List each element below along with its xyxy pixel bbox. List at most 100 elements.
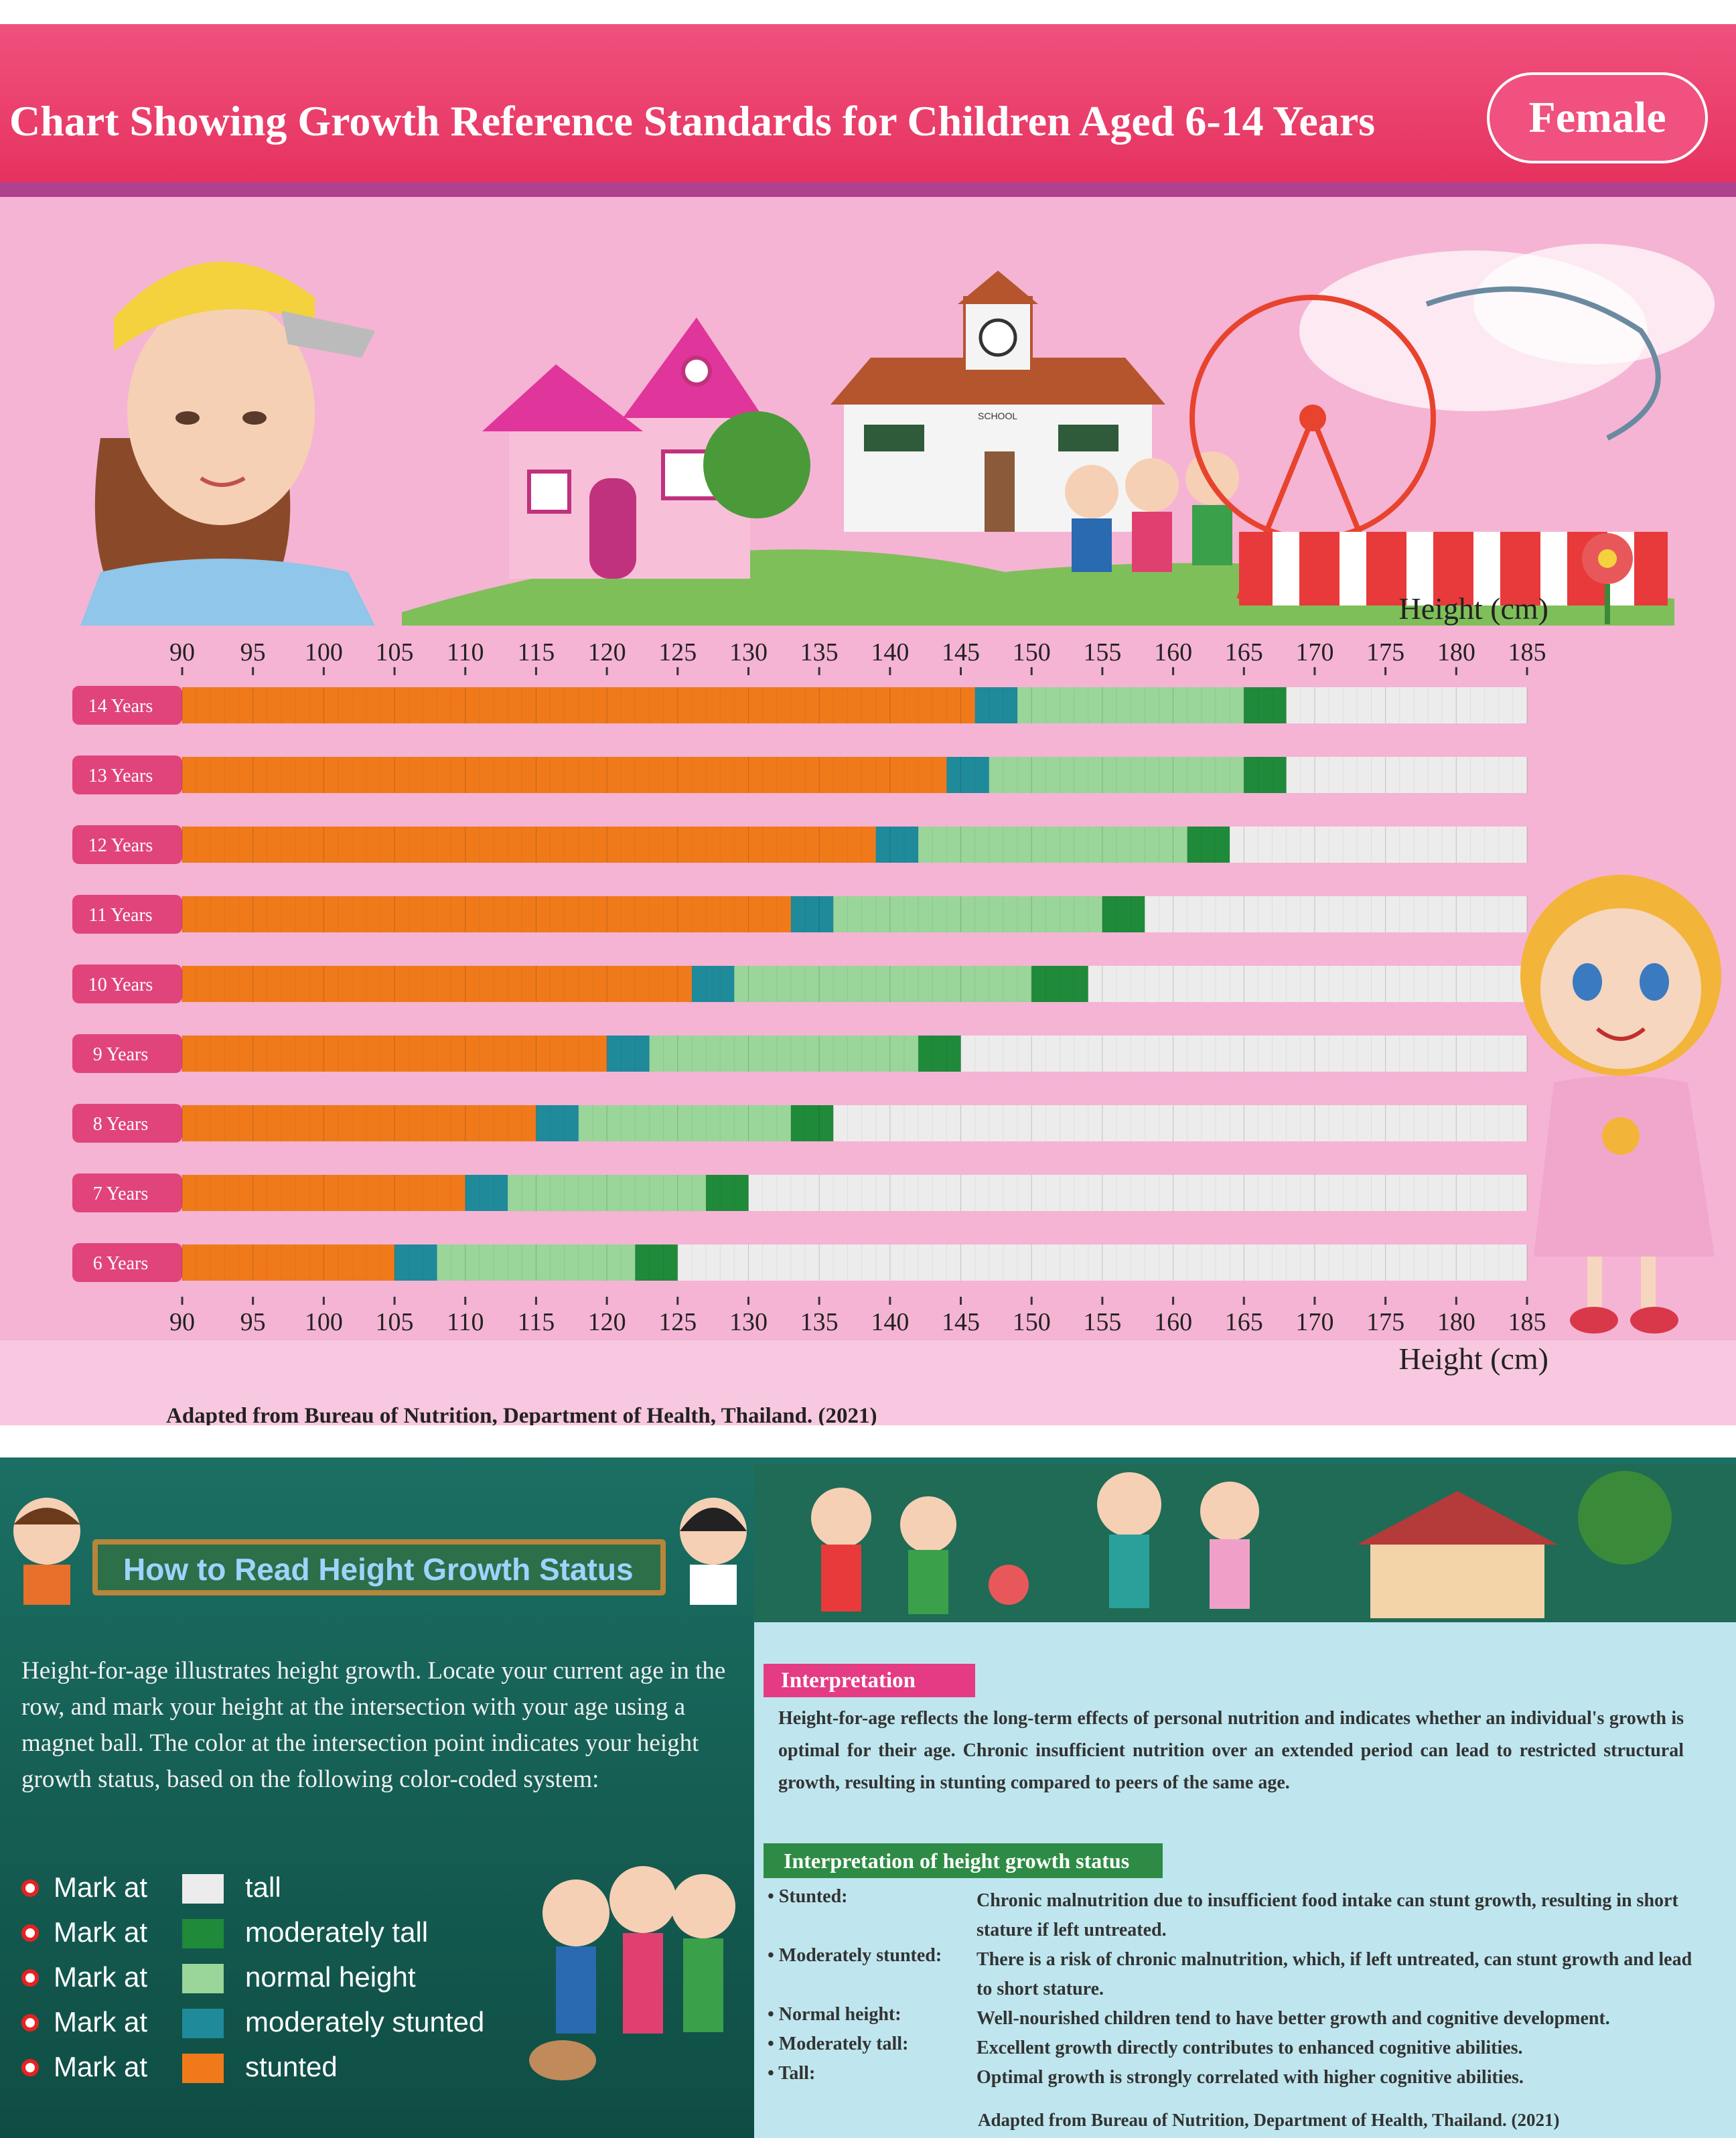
row-label: 8 Years [93, 1114, 148, 1135]
legend-label: moderately stunted [245, 2006, 485, 2038]
status-term: • Stunted: [768, 1886, 848, 1907]
x-tick-label-bottom: 160 [1154, 1308, 1192, 1336]
legend-label: normal height [245, 1961, 416, 1993]
waving-girl-illustration [1520, 875, 1721, 1334]
status-item: • Moderately tall: Excellent growth direc… [768, 2034, 1705, 2063]
bar-segment-moderately-tall [1187, 827, 1230, 863]
x-tick-label-top: 140 [871, 638, 909, 666]
legend-swatch [182, 2009, 224, 2038]
bar-segment-normal-height [508, 1175, 707, 1211]
growth-chart-poster: Chart Showing Growth Reference Standards… [0, 24, 1736, 1425]
x-axis-label-top: Height (cm) [1398, 591, 1548, 626]
x-tick-label-bottom: 150 [1013, 1308, 1051, 1336]
x-tick-label-bottom: 180 [1437, 1308, 1475, 1336]
bar-segment-stunted [182, 896, 791, 932]
bar-segment-tall [1286, 757, 1527, 793]
legend-label: stunted [245, 2051, 338, 2082]
x-tick-label-top: 120 [588, 638, 626, 666]
header-banner: Chart Showing Growth Reference Standards… [0, 24, 1736, 182]
legend-mark-text: Mark at [54, 1871, 148, 1903]
bar-segment-tall [1145, 896, 1527, 932]
row-label-pill [72, 756, 182, 794]
x-tick-label-top: 125 [658, 638, 697, 666]
bar-segment-stunted [182, 1175, 465, 1211]
status-term: • Moderately stunted: [768, 1945, 942, 1966]
how-to-read-title: How to Read Height Growth Status [123, 1552, 634, 1587]
legend-mark-text: Mark at [54, 2006, 148, 2038]
bar-segment-normal-height [734, 966, 1032, 1002]
x-tick-label-bottom: 120 [588, 1308, 626, 1336]
bar-segment-normal-height [578, 1105, 791, 1141]
color-legend: Mark at tall Mark at moderately tall Mark at… [12, 1865, 521, 2089]
legend-label: moderately tall [245, 1916, 429, 1948]
x-tick-label-top: 180 [1437, 638, 1475, 666]
x-tick-label-top: 160 [1154, 638, 1192, 666]
bar-segment-moderately-tall [1244, 687, 1287, 723]
legend-mark-text: Mark at [54, 1961, 148, 1993]
row-label: 10 Years [88, 975, 153, 995]
row-label: 6 Years [93, 1253, 148, 1274]
growth-bar-chart: Height (cm) Height (cm) 90 90 95 95 100 100 105 1… [0, 591, 1736, 1425]
marker-dot-icon [21, 1969, 39, 1987]
bar-segment-normal-height [989, 757, 1244, 793]
x-tick-label-bottom: 125 [658, 1308, 697, 1336]
how-to-read-banner: How to Read Height Growth Status [92, 1539, 666, 1595]
status-description: Excellent growth directly contributes to… [976, 2038, 1523, 2058]
status-item: • Tall: Optimal growth is strongly correl… [768, 2063, 1705, 2092]
row-label: 12 Years [88, 835, 153, 856]
status-interpretation-tag: Interpretation of height growth status [764, 1843, 1163, 1878]
bar-segment-moderately-stunted [875, 827, 919, 863]
x-tick-label-bottom: 155 [1083, 1308, 1121, 1336]
kids-with-dog-illustration [529, 1866, 735, 2080]
x-tick-label-top: 145 [942, 638, 980, 666]
x-tick-label-bottom: 95 [240, 1308, 266, 1336]
marker-dot-icon [21, 2014, 39, 2032]
bar-segment-normal-height [918, 827, 1187, 863]
bar-segment-normal-height [833, 896, 1102, 932]
row-label-pill [72, 1243, 182, 1282]
x-tick-label-bottom: 105 [376, 1308, 414, 1336]
chart-footer-band [0, 1340, 1736, 1425]
x-tick-label-top: 170 [1295, 638, 1333, 666]
x-tick-label-bottom: 90 [169, 1308, 195, 1336]
bar-segment-normal-height [1017, 687, 1244, 723]
header-stripe [0, 182, 1736, 197]
status-description: Optimal growth is strongly correlated wi… [976, 2067, 1524, 2088]
legend-swatch [182, 1874, 224, 1904]
legend-mark-text: Mark at [54, 2051, 148, 2082]
kids-group-illustration [1065, 451, 1239, 572]
girl-icon [680, 1498, 747, 1605]
x-tick-label-bottom: 140 [871, 1308, 909, 1336]
bar-segment-stunted [182, 687, 975, 723]
x-tick-label-top: 150 [1013, 638, 1051, 666]
row-label: 13 Years [88, 766, 153, 786]
x-tick-label-top: 95 [240, 638, 266, 666]
marker-dot-icon [21, 2059, 39, 2076]
bar-segment-stunted [182, 757, 947, 793]
row-label: 7 Years [93, 1184, 148, 1204]
x-tick-label-top: 155 [1083, 638, 1121, 666]
bar-segment-moderately-stunted [465, 1175, 508, 1211]
interpretation-tag: Interpretation [764, 1664, 975, 1697]
x-tick-label-top: 100 [305, 638, 343, 666]
row-label: 9 Years [93, 1044, 148, 1065]
interpretation-text: Height-for-age reflects the long-term ef… [778, 1708, 1684, 1793]
x-tick-label-bottom: 170 [1295, 1308, 1333, 1336]
school-sign: SCHOOL [978, 411, 1017, 421]
scene-illustration: SCHOOL [80, 244, 1715, 626]
bar-segment-tall [1230, 827, 1527, 863]
gender-badge: Female [1487, 72, 1708, 163]
status-term: • Moderately tall: [768, 2034, 909, 2054]
x-tick-label-top: 135 [800, 638, 839, 666]
x-tick-label-bottom: 100 [305, 1308, 343, 1336]
legend-item: Mark at moderately tall [12, 1910, 521, 1954]
bar-segment-moderately-tall [635, 1244, 678, 1281]
status-term: • Tall: [768, 2063, 816, 2084]
x-tick-label-top: 175 [1366, 638, 1404, 666]
bar-segment-moderately-stunted [691, 966, 735, 1002]
bar-segment-moderately-tall [706, 1175, 749, 1211]
legend-swatch [182, 1964, 224, 1993]
x-axis-label-bottom: Height (cm) [1398, 1342, 1548, 1376]
how-to-read-text: Height-for-age illustrates height growth… [21, 1657, 726, 1793]
x-tick-label-bottom: 175 [1366, 1308, 1404, 1336]
